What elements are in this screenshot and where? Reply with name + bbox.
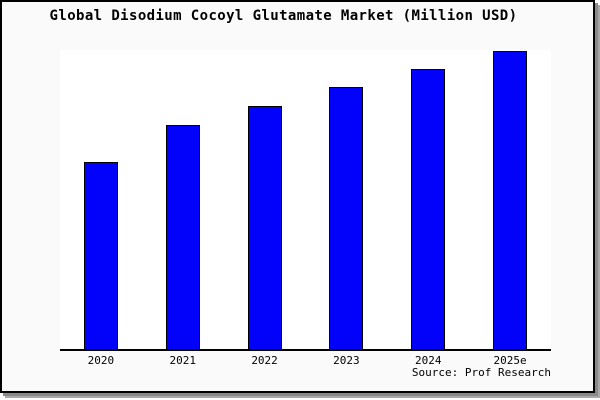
x-tick-label-2024: 2024	[414, 354, 442, 367]
bar-slot-2021	[142, 50, 224, 349]
bar-slot-2024	[387, 50, 469, 349]
bar-slot-2020	[60, 50, 142, 349]
bar-2021	[165, 125, 200, 349]
x-tick-label-2020: 2020	[87, 354, 115, 367]
source-credit: Source: Prof Research	[411, 366, 551, 379]
bar-2024	[411, 69, 446, 349]
bar-slot-2022	[224, 50, 306, 349]
bar-2020	[83, 162, 118, 349]
x-tick-row: 2020 2021 2022 2023 2024 2025e	[60, 354, 551, 367]
x-tick-label-2023: 2023	[333, 354, 360, 367]
bar-2023	[329, 87, 364, 349]
x-axis-line	[60, 349, 551, 351]
x-tick-label-2025e: 2025e	[493, 354, 527, 367]
x-tick-label-2022: 2022	[251, 354, 278, 367]
bar-slot-2023	[305, 50, 387, 349]
plot-area	[60, 50, 551, 351]
bar-slot-2025e	[469, 50, 551, 349]
bar-2025e	[493, 51, 528, 349]
chart-frame: Global Disodium Cocoyl Glutamate Market …	[0, 0, 595, 393]
x-tick-label-2021: 2021	[169, 354, 196, 367]
chart-title: Global Disodium Cocoyl Glutamate Market …	[49, 8, 518, 24]
bars-container	[60, 50, 551, 349]
bar-2022	[247, 106, 282, 349]
